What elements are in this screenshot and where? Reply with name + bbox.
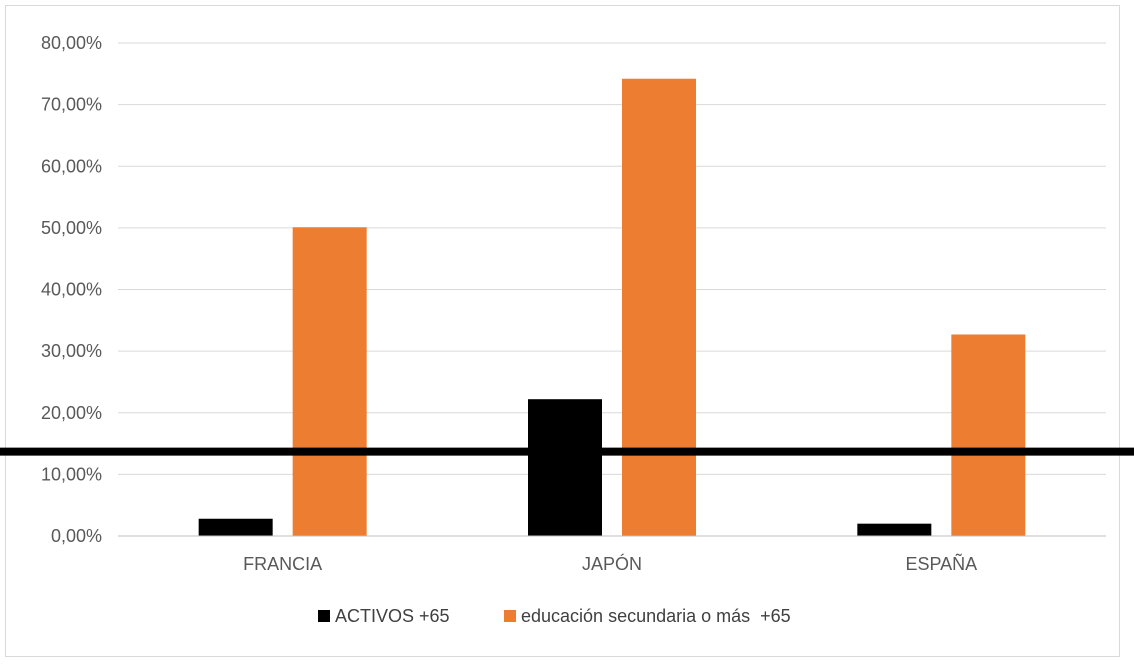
x-tick-label: JAPÓN <box>582 553 642 574</box>
bar-educacion-1 <box>622 78 696 537</box>
bar-activos-2 <box>857 523 932 536</box>
bar-activos-1 <box>528 399 602 536</box>
bar-activos-0 <box>198 518 273 536</box>
legend-swatch <box>318 610 330 622</box>
chart-frame <box>5 5 1120 657</box>
y-tick-label: 20,00% <box>41 403 102 423</box>
legend-label: educación secundaria o más +65 <box>521 606 791 626</box>
x-tick-label: FRANCIA <box>243 554 322 574</box>
legend: ACTIVOS +65 educación secundaria o más +6… <box>318 606 791 626</box>
y-tick-label: 60,00% <box>41 156 102 176</box>
bar-educacion-0 <box>292 227 367 537</box>
y-axis-tick-labels: 0,00% 10,00% 20,00% 30,00% 40,00% 50,00% 60,00… <box>41 33 102 546</box>
x-tick-label: ESPAÑA <box>905 553 977 574</box>
y-tick-label: 80,00% <box>41 33 102 53</box>
legend-swatch <box>504 610 516 622</box>
bars <box>198 78 1026 537</box>
y-tick-label: 70,00% <box>41 95 102 115</box>
y-tick-label: 50,00% <box>41 218 102 238</box>
y-tick-label: 30,00% <box>41 341 102 361</box>
x-axis-tick-labels: FRANCIA JAPÓN ESPAÑA <box>243 553 977 574</box>
legend-label: ACTIVOS +65 <box>335 606 450 626</box>
bar-educacion-2 <box>951 334 1026 536</box>
y-tick-label: 10,00% <box>41 464 102 484</box>
gridlines <box>118 42 1106 475</box>
y-tick-label: 40,00% <box>41 280 102 300</box>
y-tick-label: 0,00% <box>51 526 102 546</box>
